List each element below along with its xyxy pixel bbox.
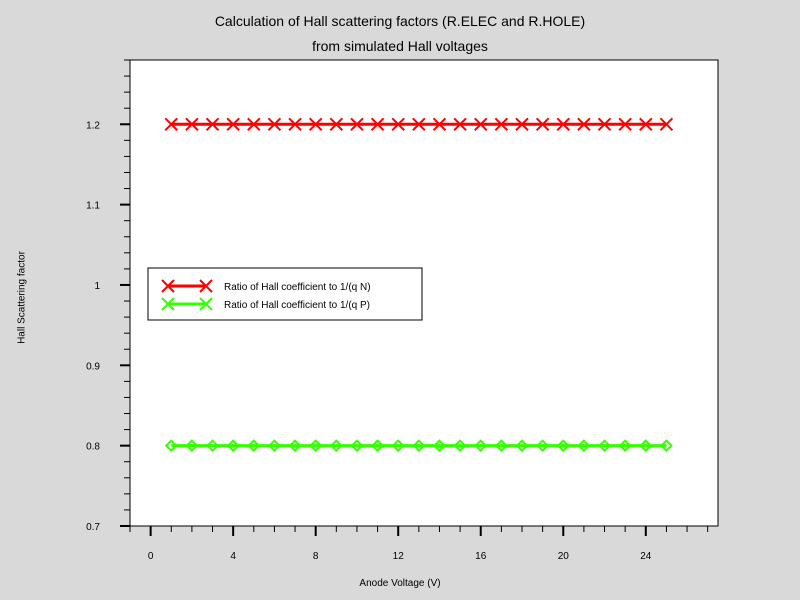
data-point xyxy=(350,439,364,453)
data-point xyxy=(391,439,405,453)
data-point xyxy=(474,117,488,131)
data-point xyxy=(267,117,282,131)
data-point xyxy=(164,439,178,453)
data-point xyxy=(226,439,240,453)
data-point xyxy=(185,117,199,131)
data-point xyxy=(597,117,612,131)
data-point xyxy=(639,439,653,453)
data-point xyxy=(329,439,343,453)
chart-subtitle: from simulated Hall voltages xyxy=(312,38,488,54)
x-tick-label: 0 xyxy=(148,551,154,562)
data-point xyxy=(185,439,199,453)
legend-box xyxy=(147,267,423,321)
data-point xyxy=(639,117,653,131)
data-point xyxy=(288,117,302,131)
x-tick-label: 16 xyxy=(475,551,487,562)
x-axis-label: Anode Voltage (V) xyxy=(359,578,441,589)
legend-marker xyxy=(199,297,213,311)
data-point xyxy=(412,439,426,453)
data-point xyxy=(618,117,632,131)
legend-entry-label: Ratio of Hall coefficient to 1/(q N) xyxy=(224,282,371,293)
data-point xyxy=(164,117,178,131)
data-point xyxy=(288,439,302,453)
data-point xyxy=(556,117,570,131)
y-tick-label: 1.1 xyxy=(86,201,100,212)
data-point xyxy=(453,117,467,131)
data-point xyxy=(577,439,591,453)
y-tick-label: 1.2 xyxy=(86,120,100,131)
data-point xyxy=(432,117,447,131)
y-tick-label: 0.7 xyxy=(86,522,100,533)
data-point xyxy=(309,439,323,453)
y-tick-label: 1 xyxy=(94,281,100,292)
chart-title: Calculation of Hall scattering factors (… xyxy=(214,13,586,29)
y-tick-label: 0.8 xyxy=(86,442,100,453)
y-tick-label: 0.9 xyxy=(86,361,100,372)
x-tick-label: 4 xyxy=(230,551,236,562)
data-point xyxy=(433,439,446,453)
x-tick-label: 8 xyxy=(313,551,319,562)
data-point xyxy=(660,439,673,453)
data-point xyxy=(453,439,467,453)
data-point xyxy=(659,117,674,131)
x-tick-label: 12 xyxy=(393,551,405,562)
data-point xyxy=(474,439,488,453)
data-point xyxy=(247,439,261,453)
data-point xyxy=(206,439,219,453)
data-point xyxy=(577,117,591,131)
data-point xyxy=(247,117,261,131)
data-point xyxy=(268,439,281,453)
data-point xyxy=(536,439,550,453)
x-tick-label: 24 xyxy=(640,551,652,562)
data-point xyxy=(329,117,344,131)
data-point xyxy=(515,117,529,131)
data-point xyxy=(556,439,570,453)
data-point xyxy=(515,439,529,453)
data-point xyxy=(226,117,240,131)
data-point xyxy=(494,439,508,453)
data-point xyxy=(308,117,323,131)
data-point xyxy=(618,439,632,453)
x-tick-label: 20 xyxy=(558,551,570,562)
data-point xyxy=(535,117,550,131)
data-point xyxy=(494,117,509,131)
legend-entry-label: Ratio of Hall coefficient to 1/(q P) xyxy=(224,300,370,311)
data-point xyxy=(205,117,220,131)
data-point xyxy=(412,117,426,131)
legend-marker xyxy=(199,279,213,293)
data-point xyxy=(391,117,405,131)
legend-marker xyxy=(161,297,175,311)
legend-marker xyxy=(161,279,175,293)
data-point xyxy=(350,117,364,131)
data-point xyxy=(370,117,385,131)
data-point xyxy=(598,439,611,453)
data-point xyxy=(371,439,384,453)
